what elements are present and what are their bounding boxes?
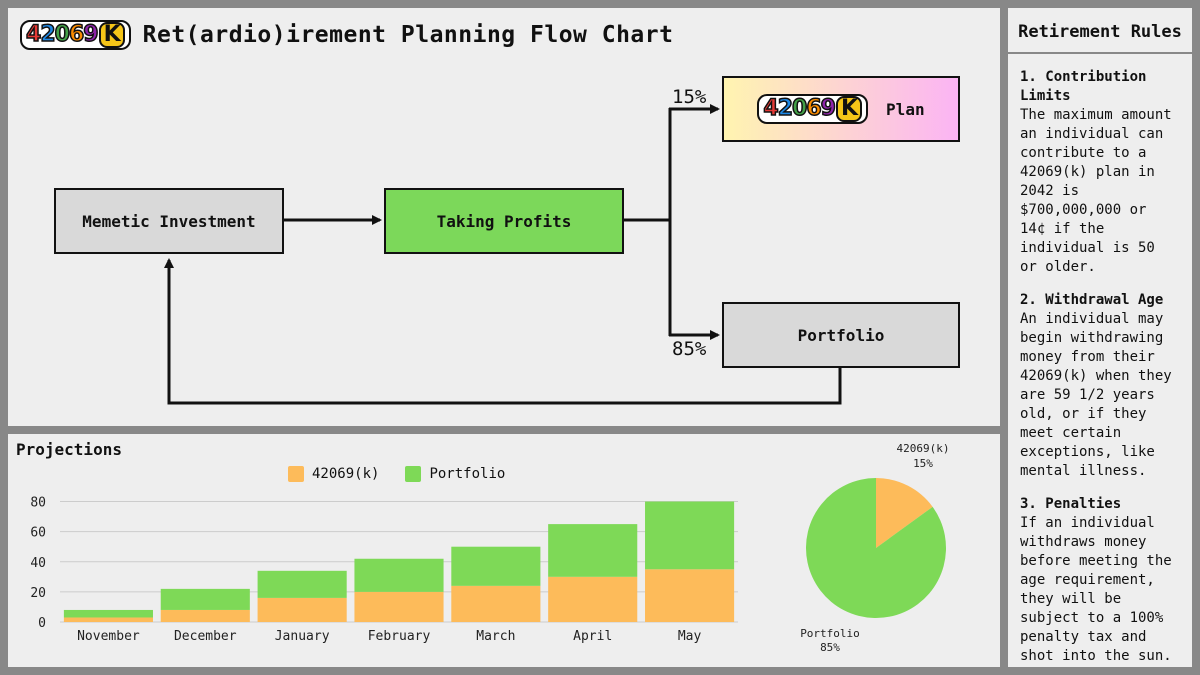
rule-heading: 2. Withdrawal Age <box>1020 292 1164 308</box>
bar-segment <box>548 576 638 622</box>
legend-item-42069k: 42069(k) <box>288 466 379 482</box>
logo-digit: 9 <box>820 96 837 121</box>
rule-item: 3. Penalties If an individual withdraws … <box>1008 495 1192 666</box>
page-title: Ret(ardio)irement Planning Flow Chart <box>142 22 674 48</box>
projections-title: Projections <box>16 440 122 459</box>
plan-percent: 15% <box>672 86 707 108</box>
x-tick-label: April <box>573 629 612 644</box>
x-tick-label: February <box>368 629 431 644</box>
logo-digit: 6 <box>68 22 85 47</box>
retirement-rules-panel: Retirement Rules 1. Contribution Limits … <box>1008 8 1192 667</box>
pie-value-label: 85% <box>820 641 840 654</box>
header: 42069 K Ret(ardio)irement Planning Flow C… <box>20 20 673 50</box>
x-tick-label: January <box>275 629 330 644</box>
arrow-portfolio-to-memetic <box>164 258 842 405</box>
legend-label: 42069(k) <box>312 466 380 482</box>
rules-divider <box>1008 52 1192 54</box>
logo-digit: 0 <box>54 22 71 47</box>
portfolio-percent: 85% <box>672 338 707 360</box>
logo-k: K <box>98 22 125 48</box>
plan-logo-42069k: 42069 K <box>757 94 869 124</box>
bar-segment <box>451 546 541 586</box>
stacked-bar-chart: 0 20 40 60 80 November December January February… <box>30 496 738 644</box>
rule-item: 1. Contribution Limits The maximum amoun… <box>1008 68 1192 277</box>
bar-segment <box>160 609 250 622</box>
rule-body: An individual may begin withdrawing mone… <box>1020 311 1172 479</box>
x-tick-label: December <box>174 629 237 644</box>
logo-digit: 2 <box>777 96 794 121</box>
legend-item-portfolio: Portfolio <box>405 466 505 482</box>
plan-label: Plan <box>886 99 925 119</box>
bar-segment <box>63 609 153 618</box>
x-tick-label: March <box>476 629 515 644</box>
bar-segment <box>354 558 444 592</box>
node-plan: 42069 K Plan <box>722 76 960 142</box>
logo-digit: 9 <box>82 22 99 47</box>
rule-item: 2. Withdrawal Age An individual may begi… <box>1008 291 1192 481</box>
pie-slice <box>876 478 933 548</box>
rules-title: Retirement Rules <box>1018 22 1182 42</box>
y-tick-label: 40 <box>30 556 46 571</box>
y-tick-label: 20 <box>30 586 46 601</box>
node-portfolio: Portfolio <box>722 302 960 368</box>
flow-chart-panel: 42069 K Ret(ardio)irement Planning Flow C… <box>8 8 1000 426</box>
pie-label: Portfolio <box>800 627 860 640</box>
logo-digit: 0 <box>791 96 808 121</box>
bar-segment <box>645 501 735 570</box>
logo-digit: 4 <box>763 96 780 121</box>
bar-segment <box>257 597 347 622</box>
rule-heading: 3. Penalties <box>1020 496 1122 512</box>
node-taking-profits: Taking Profits <box>384 188 624 254</box>
legend-label: Portfolio <box>429 466 506 482</box>
logo-42069k: 42069 K <box>20 20 131 50</box>
legend-swatch-42069k <box>288 466 304 482</box>
y-tick-label: 80 <box>30 496 46 511</box>
bar-segment <box>548 524 638 577</box>
rule-heading: 1. Contribution Limits <box>1020 69 1147 104</box>
rule-body: If an individual withdraws money before … <box>1020 515 1172 664</box>
logo-k: K <box>835 96 863 122</box>
bar-legend: 42069(k) Portfolio <box>288 466 505 482</box>
bar-segment <box>451 585 541 622</box>
x-tick-label: November <box>77 629 140 644</box>
legend-swatch-portfolio <box>405 466 422 482</box>
bar-segment <box>354 591 444 622</box>
bar-segment <box>645 569 735 622</box>
x-tick-label: May <box>678 629 702 644</box>
pie-slice <box>806 478 946 618</box>
bar-segment <box>257 570 347 598</box>
bar-segment <box>63 617 153 622</box>
logo-digit: 6 <box>806 96 823 121</box>
pie-label: 42069(k) <box>897 442 950 455</box>
flow-connectors <box>164 104 842 405</box>
logo-digit: 2 <box>40 22 57 47</box>
rule-body: The maximum amount an individual can con… <box>1020 107 1172 275</box>
pie-value-label: 15% <box>913 457 933 470</box>
projections-panel: Projections 42069(k) Portfolio 0 20 40 60 80… <box>8 434 1000 667</box>
bar-segment <box>160 588 250 610</box>
logo-digit: 4 <box>25 22 42 47</box>
y-tick-label: 60 <box>30 526 46 541</box>
node-memetic-investment: Memetic Investment <box>54 188 284 254</box>
y-tick-label: 0 <box>38 616 46 631</box>
